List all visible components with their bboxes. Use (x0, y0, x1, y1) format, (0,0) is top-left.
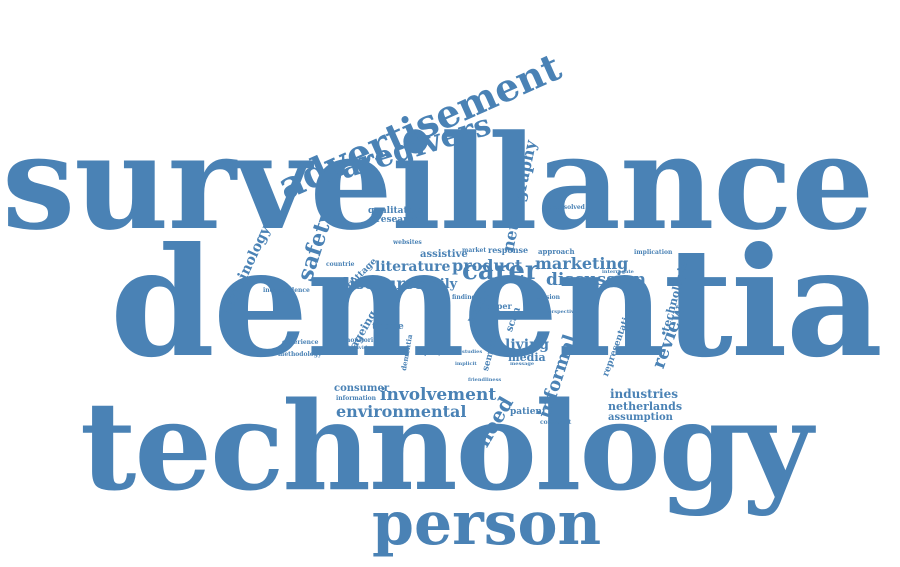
word-discussion: discussion (546, 270, 646, 290)
word-implicit: implicit (455, 361, 477, 367)
word-perspective: perspective (545, 309, 578, 315)
word-qualitative: qualitative (368, 206, 423, 216)
word-independence: independence (263, 287, 310, 294)
word-person: person (372, 489, 602, 559)
word-response: response (488, 245, 529, 255)
word-paper: paper (486, 301, 512, 311)
word-marketing: marketing (535, 254, 629, 273)
word-consumer: consumer (334, 383, 390, 394)
word-discourse: discourse (338, 274, 424, 293)
word-approach: approach (538, 247, 575, 256)
word-dementia: dementia (110, 215, 883, 391)
word-tension: tension (535, 294, 560, 301)
word-living: living (505, 337, 550, 353)
word-family: family (412, 277, 458, 292)
word-environmental: environmental (336, 402, 467, 421)
word-methodology: methodology (278, 351, 322, 358)
word-literature: literature (375, 259, 451, 275)
word-friendliness: friendliness (468, 377, 502, 383)
word-unresolved: unresolved (548, 204, 585, 211)
word-interrogate: interrogate (602, 269, 634, 275)
word-assistive: assistive (420, 249, 468, 260)
word-monitoring: monitoring (344, 337, 382, 344)
word-media: media (508, 351, 546, 364)
word-experience: experience (282, 339, 319, 346)
word-countrie: countrie (326, 261, 355, 268)
word-netherlands: netherlands (608, 400, 683, 413)
word-capacity: capacity (418, 351, 442, 357)
word-studies: studies (462, 349, 483, 355)
word-websites: websites (393, 239, 422, 246)
word-technology: technology (80, 374, 813, 518)
word-industries: industries (610, 387, 678, 401)
word-finding: finding (452, 294, 476, 301)
word-individual: individual (348, 345, 377, 351)
word-carer: carer (462, 256, 539, 286)
word-market: market (462, 247, 487, 254)
word-information: information (336, 395, 377, 402)
word-involvement: involvement (380, 385, 497, 405)
word-product: product (452, 256, 523, 275)
word-research: research (376, 215, 420, 225)
word-theme: theme (372, 322, 404, 332)
word-surveillance: surveillance (2, 106, 874, 259)
word-comment: comment (540, 419, 572, 426)
word-message: message (510, 361, 535, 367)
word-patient: patient (510, 407, 547, 417)
word-implication: implication (634, 249, 673, 256)
word-assumption: assumption (608, 412, 673, 423)
